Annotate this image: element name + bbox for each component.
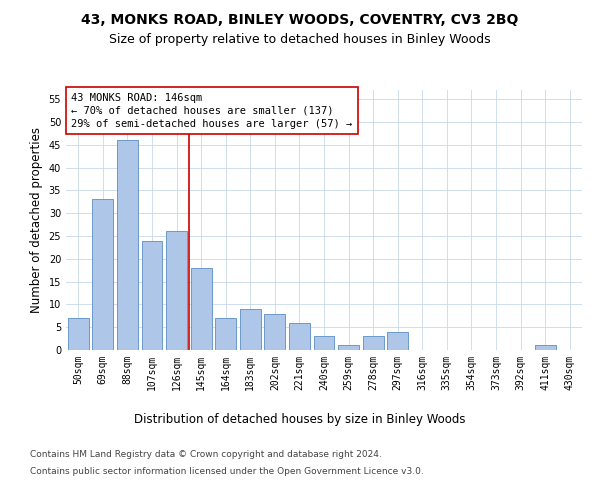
Text: Distribution of detached houses by size in Binley Woods: Distribution of detached houses by size … [134,412,466,426]
Bar [191,268,212,350]
Text: 43 MONKS ROAD: 146sqm
← 70% of detached houses are smaller (137)
29% of semi-det: 43 MONKS ROAD: 146sqm ← 70% of detached … [71,92,352,129]
Text: Contains public sector information licensed under the Open Government Licence v3: Contains public sector information licen… [30,468,424,476]
Bar [68,318,89,350]
Bar [215,318,236,350]
Text: Contains HM Land Registry data © Crown copyright and database right 2024.: Contains HM Land Registry data © Crown c… [30,450,382,459]
Bar [92,200,113,350]
Bar [240,309,261,350]
Bar [289,322,310,350]
Y-axis label: Number of detached properties: Number of detached properties [30,127,43,313]
Bar [314,336,334,350]
Bar [362,336,383,350]
Bar [265,314,286,350]
Bar [338,346,359,350]
Bar [117,140,138,350]
Bar [142,240,163,350]
Bar [166,232,187,350]
Text: 43, MONKS ROAD, BINLEY WOODS, COVENTRY, CV3 2BQ: 43, MONKS ROAD, BINLEY WOODS, COVENTRY, … [82,12,518,26]
Text: Size of property relative to detached houses in Binley Woods: Size of property relative to detached ho… [109,32,491,46]
Bar [387,332,408,350]
Bar [535,346,556,350]
